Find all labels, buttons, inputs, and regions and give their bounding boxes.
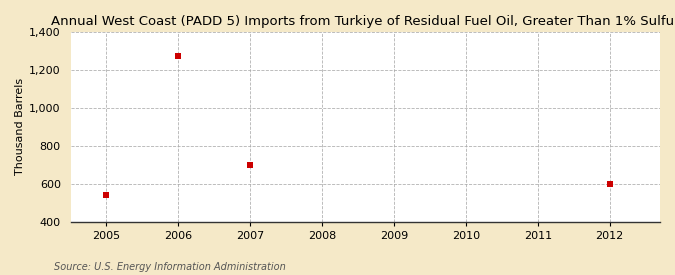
Text: Source: U.S. Energy Information Administration: Source: U.S. Energy Information Administ… [54,262,286,272]
Title: Annual West Coast (PADD 5) Imports from Turkiye of Residual Fuel Oil, Greater Th: Annual West Coast (PADD 5) Imports from … [51,15,675,28]
Point [101,193,112,197]
Point [173,54,184,59]
Y-axis label: Thousand Barrels: Thousand Barrels [15,78,25,175]
Point [604,182,615,186]
Point [245,163,256,167]
